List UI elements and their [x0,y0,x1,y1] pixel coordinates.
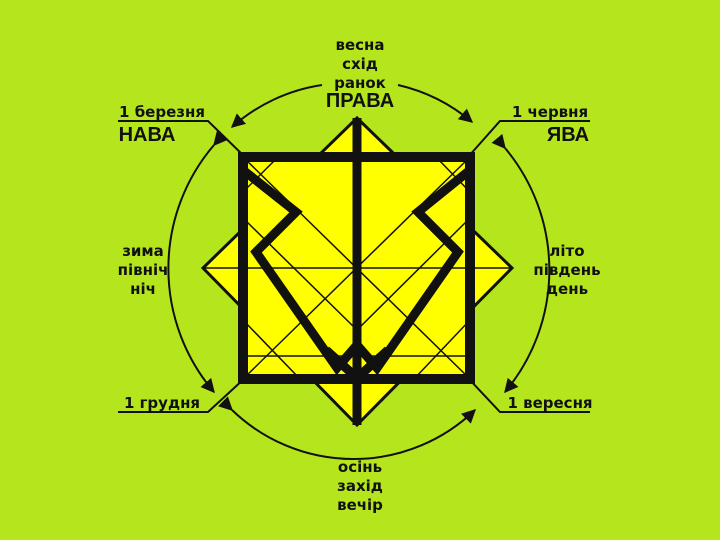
label-bottom-block: осінь захід вечір [337,458,383,514]
label-right-block: літо південь день [533,242,601,298]
label-date-bottom-left: 1 грудня [123,394,201,412]
cycle-arrows [167,84,551,460]
octagram [200,115,515,428]
line-bottom-right [467,377,590,413]
label-top-block: весна схід ранок [334,36,386,92]
arc-right [491,133,551,394]
label-date-bottom-right: 1 вересня [507,394,593,412]
line-bottom-left [118,377,246,413]
arc-top [230,84,323,128]
trident-emblem [240,118,473,425]
label-date-top-left: 1 березня [119,103,205,121]
label-left-block: зима північ ніч [117,242,169,298]
label-nava: НАВА [118,124,176,146]
arc-left [167,130,228,394]
label-prava: ПРАВА [325,90,395,112]
arc-top-right [397,84,474,123]
label-yava: ЯВА [546,124,590,146]
label-date-top-right: 1 червня [511,103,589,121]
line-top-right [467,120,590,158]
line-top-left [118,120,246,158]
date-lines [118,120,590,413]
arc-bottom [218,396,477,460]
